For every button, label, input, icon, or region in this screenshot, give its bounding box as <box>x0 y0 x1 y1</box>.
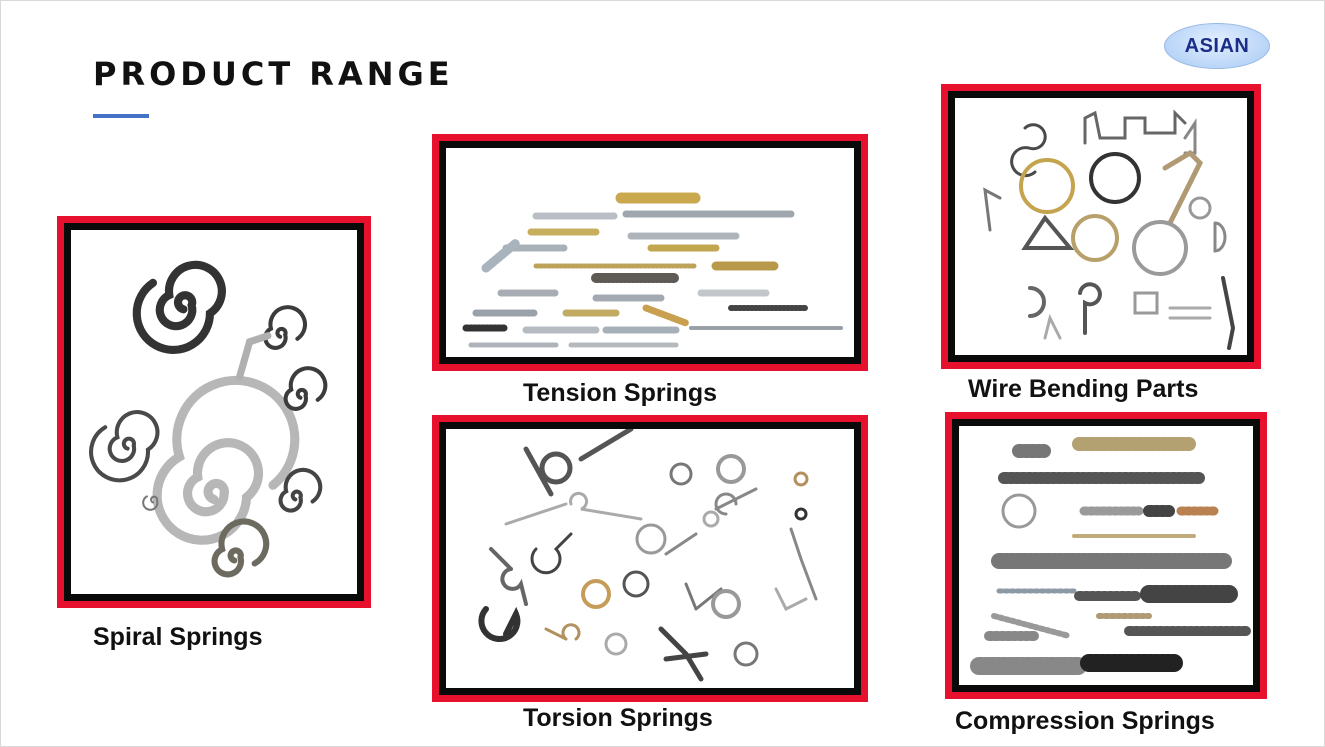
spiral-springs-image-frame <box>57 216 371 608</box>
asian-logo: ASIAN <box>1164 23 1270 69</box>
wire-bending-parts-illustration <box>983 109 1236 350</box>
spiral-springs-illustration <box>89 260 328 578</box>
tension-springs-photo <box>446 148 854 357</box>
torsion-springs-image-frame <box>432 415 868 702</box>
tension-springs-image-frame <box>432 134 868 371</box>
torsion-springs-illustration <box>478 429 818 682</box>
page-title: PRODUCT RANGE <box>93 55 454 93</box>
logo-text: ASIAN <box>1184 34 1250 57</box>
compression-springs-caption: Compression Springs <box>955 707 1215 735</box>
wire-bending-parts-photo <box>955 98 1247 355</box>
tension-springs-caption: Tension Springs <box>523 379 717 407</box>
tension-springs-illustration <box>462 192 843 348</box>
spiral-springs-caption: Spiral Springs <box>93 623 263 651</box>
spiral-springs-photo <box>71 230 357 594</box>
torsion-springs-caption: Torsion Springs <box>523 704 713 732</box>
compression-springs-photo <box>959 426 1253 685</box>
compression-springs-image-frame <box>945 412 1267 699</box>
wire-bending-parts-caption: Wire Bending Parts <box>968 375 1199 403</box>
compression-springs-illustration <box>970 437 1253 675</box>
wire-bending-parts-image-frame <box>941 84 1261 369</box>
torsion-springs-photo <box>446 429 854 688</box>
title-underline <box>93 114 149 118</box>
